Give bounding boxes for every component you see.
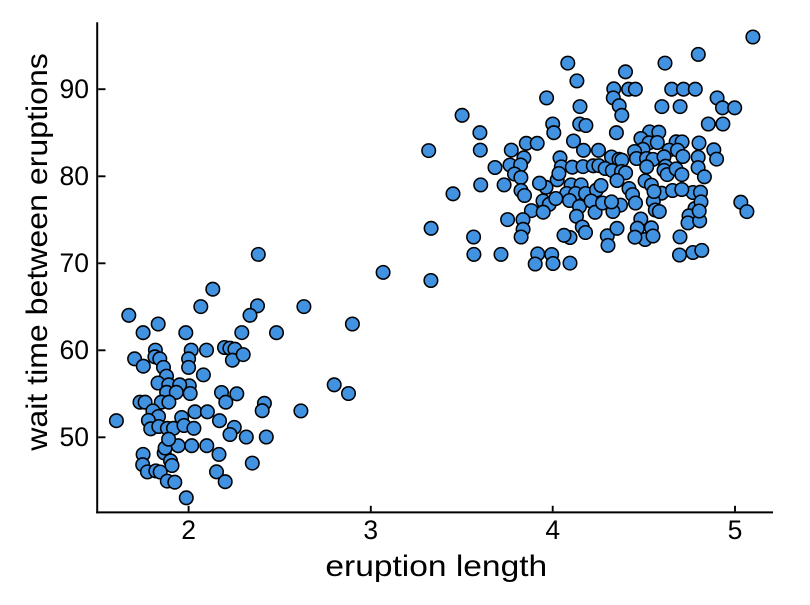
svg-text:eruption length: eruption length — [325, 549, 547, 583]
svg-text:50: 50 — [60, 422, 89, 452]
svg-text:3: 3 — [363, 515, 378, 545]
svg-text:2: 2 — [181, 515, 196, 545]
svg-text:60: 60 — [60, 335, 89, 365]
svg-text:wait time between eruptions: wait time between eruptions — [20, 53, 54, 452]
svg-text:90: 90 — [60, 74, 89, 104]
svg-text:80: 80 — [60, 161, 89, 191]
svg-text:70: 70 — [60, 248, 89, 278]
svg-text:5: 5 — [728, 515, 743, 545]
svg-text:4: 4 — [545, 515, 560, 545]
